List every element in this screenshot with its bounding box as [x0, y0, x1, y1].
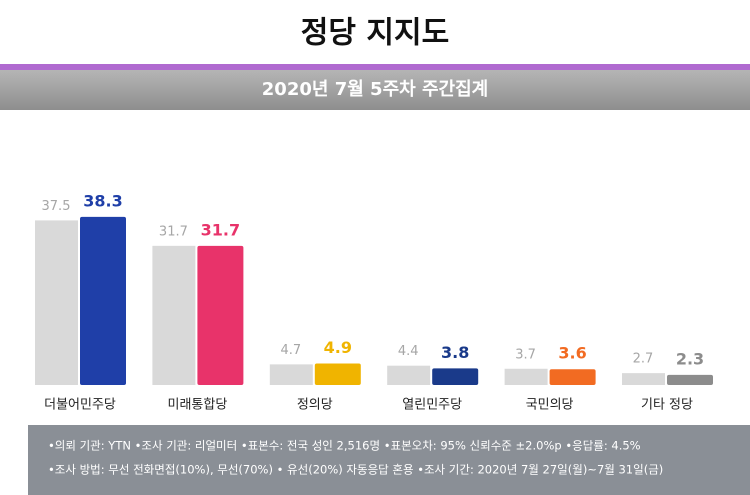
subtitle-band	[0, 70, 750, 110]
footer-line: •의뢰 기관: YTN •조사 기관: 리얼미터 •표본수: 전국 성인 2,5…	[48, 439, 641, 453]
chart-title: 정당 지지도	[301, 16, 449, 51]
value-label: 2.3	[676, 349, 704, 368]
value-label: 31.7	[201, 220, 240, 239]
x-tick-label: 국민의당	[526, 398, 574, 413]
value-label: 3.7	[515, 347, 536, 362]
bar	[667, 374, 713, 385]
value-label: 4.4	[398, 344, 419, 359]
bar	[35, 220, 78, 385]
bar	[152, 245, 196, 385]
value-label: 3.8	[441, 343, 469, 362]
value-label: 4.9	[324, 338, 352, 357]
x-tick-label: 열린민주당	[402, 398, 462, 413]
x-tick-label: 미래통합당	[167, 398, 227, 413]
footer-box	[28, 425, 750, 495]
title-rule	[0, 64, 750, 70]
value-label: 4.7	[280, 343, 301, 358]
x-tick-label: 기타 정당	[641, 398, 693, 413]
value-label: 3.6	[558, 344, 586, 363]
value-label: 38.3	[83, 191, 122, 210]
bar	[314, 363, 361, 385]
value-label: 2.7	[633, 352, 654, 367]
x-tick-label: 더불어민주당	[44, 398, 116, 413]
bar	[622, 373, 665, 385]
bar	[504, 368, 548, 385]
footer-line: •조사 방법: 무선 전화면접(10%), 무선(70%) • 유선(20%) …	[48, 463, 663, 477]
subtitle: 2020년 7월 5주차 주간집계	[262, 79, 488, 100]
value-label: 31.7	[159, 224, 188, 239]
bar	[549, 369, 596, 385]
value-label: 37.5	[42, 199, 71, 214]
x-tick-label: 정의당	[297, 398, 333, 413]
bar	[432, 368, 479, 385]
bar	[80, 216, 126, 385]
bar	[269, 364, 313, 385]
bar	[197, 245, 244, 385]
bar	[387, 365, 431, 385]
